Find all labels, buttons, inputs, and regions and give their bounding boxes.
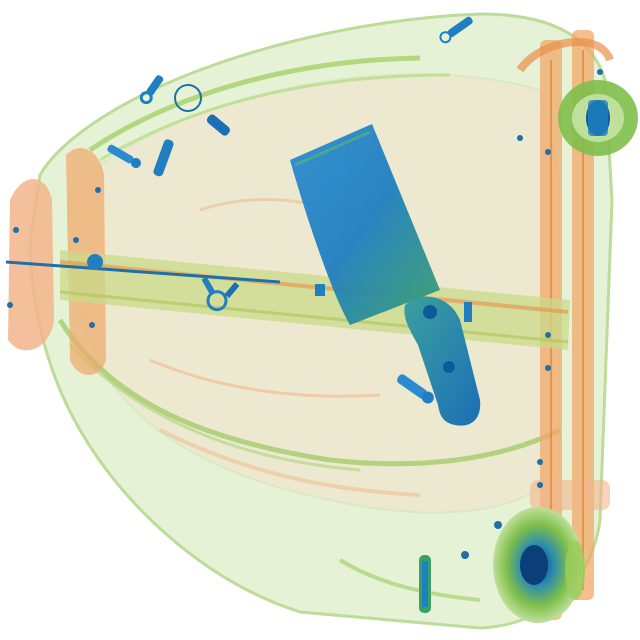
zipper-pull [206,114,230,136]
zipper-pull [439,16,473,44]
wheel-top [558,80,638,156]
rivet [517,135,523,141]
rivet [73,237,79,243]
zipper-pull [464,302,472,322]
rivet [597,69,603,75]
rod-end-knob [87,254,103,270]
rivet [89,322,95,328]
rivet [545,149,551,155]
rivets [7,69,603,559]
zipper-pull [153,139,174,177]
zipper-pull [419,555,431,613]
metal-rod [5,260,281,284]
zipper-pull [224,281,240,299]
cleaver-handle [404,296,481,426]
zipper-pulls [107,16,473,613]
zipper-pull [174,84,202,112]
rivet [13,227,19,233]
zipper-pull [315,284,325,296]
zipper-pull [397,374,434,404]
rivet [545,365,551,371]
rivet [7,302,13,308]
wheel-bottom [493,507,585,623]
rivet [95,187,101,193]
rivet [461,551,469,559]
rivet [494,521,502,529]
rivet [545,332,551,338]
zipper-pull [201,276,228,312]
cleaver-blade [290,124,440,325]
zipper-pull [139,75,164,105]
zipper-pull [107,144,141,168]
rivet [537,482,543,488]
rivet [537,459,543,465]
